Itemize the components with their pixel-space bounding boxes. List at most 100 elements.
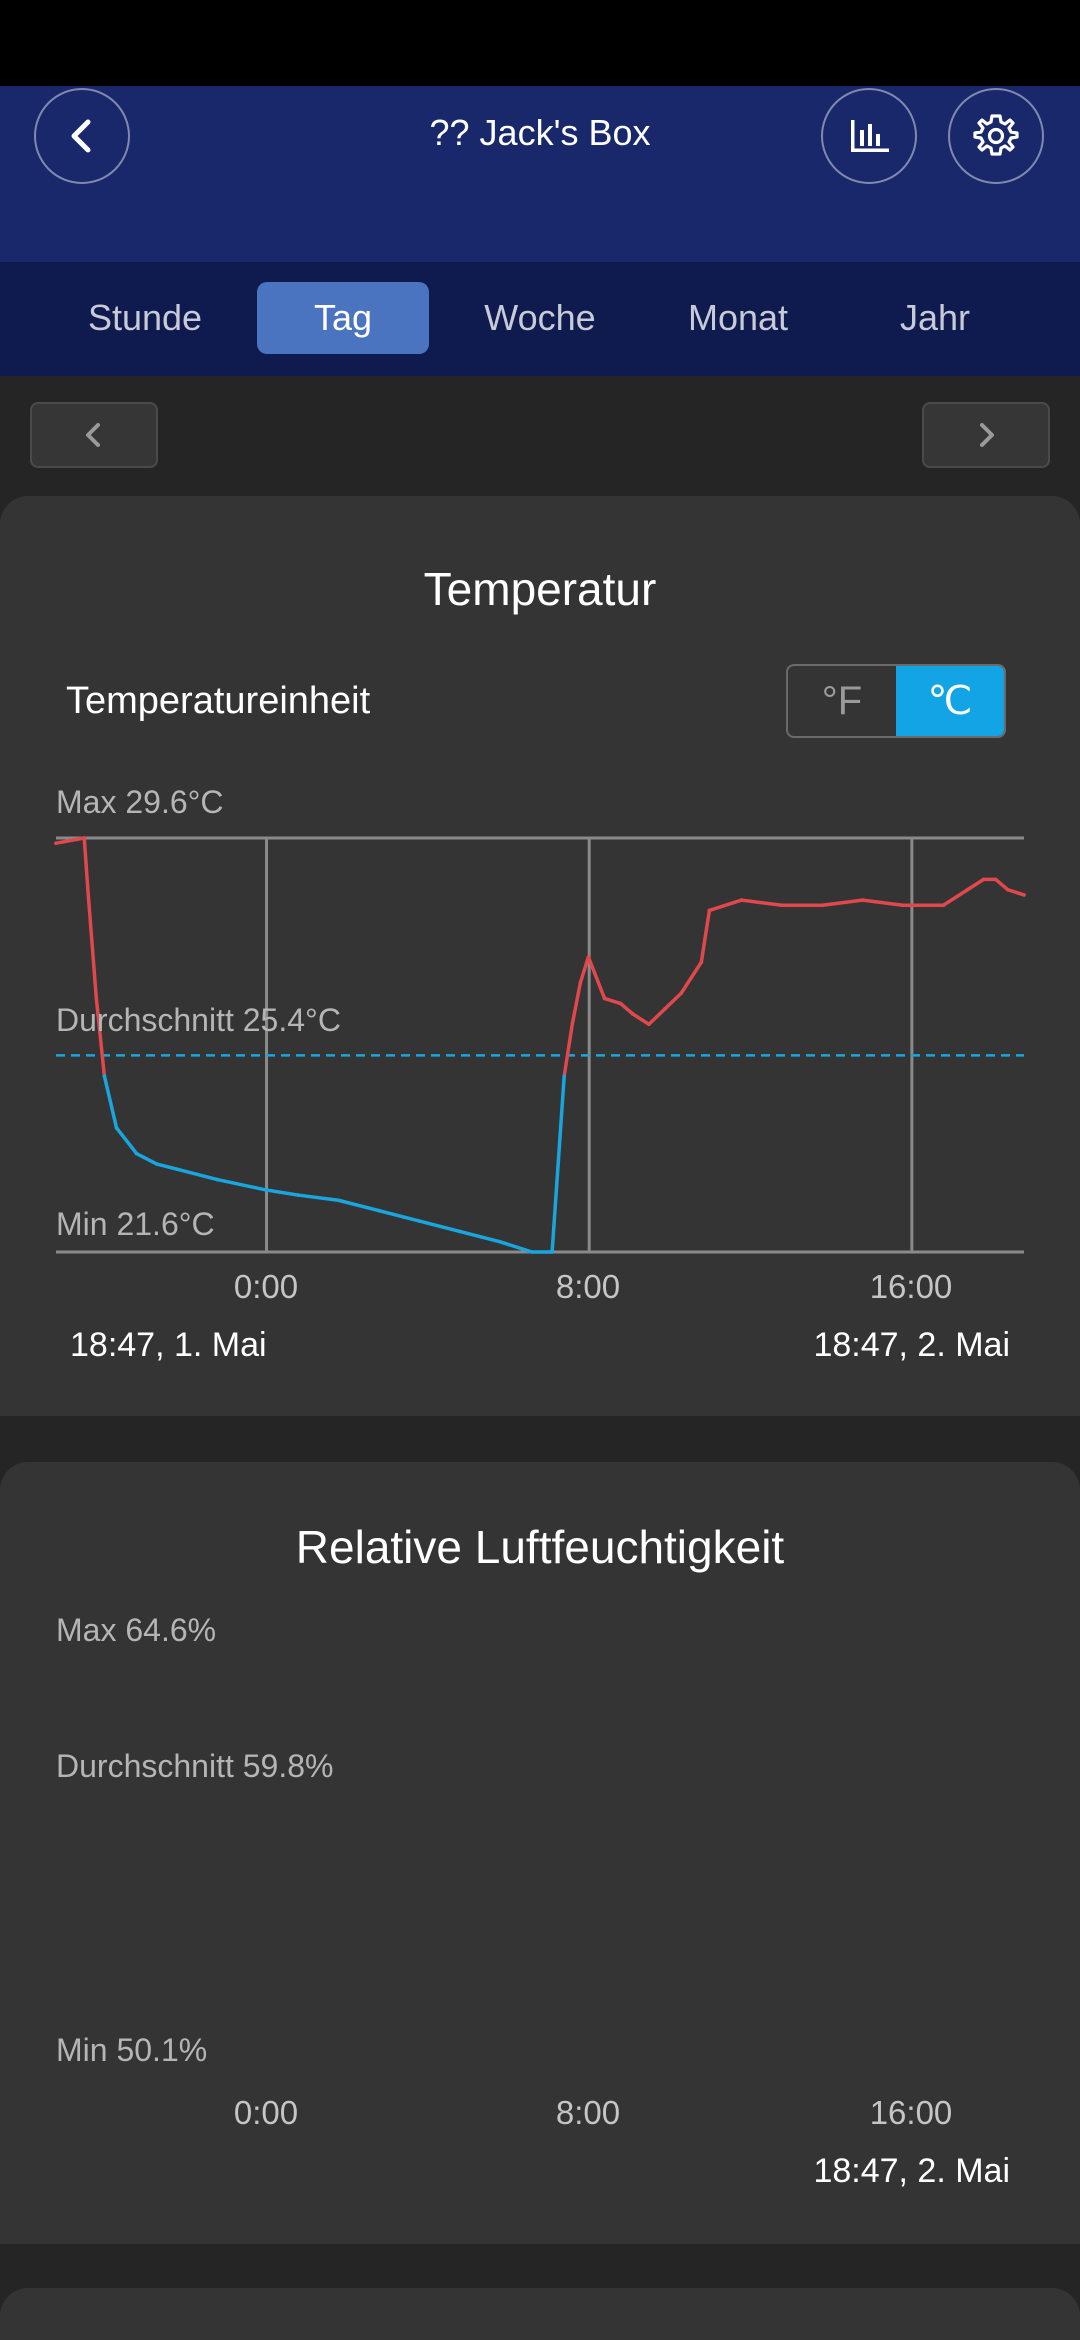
temperature-data-point (175, 1167, 179, 1171)
temperature-series-segment (550, 1074, 566, 1254)
temperature-data-point (739, 898, 744, 902)
period-tabs (0, 262, 1080, 376)
temperature-data-point (820, 903, 825, 908)
temperature-series-segment (586, 955, 607, 1001)
temperature-data-point (550, 1250, 554, 1254)
temperature-data-point (1022, 893, 1026, 897)
page-title: ?? Jack's Box (429, 112, 651, 153)
temperature-series-segment (114, 1126, 139, 1156)
temperature-title: Temperatur (423, 563, 657, 615)
temperature-data-point (562, 1074, 566, 1078)
humidity-title: Relative Luftfeuchtigkeit (295, 1521, 785, 1573)
temperature-end-date: 18:47, 2. Mai (813, 1326, 1010, 1364)
temperature-data-point (86, 893, 91, 897)
temperature-data-point (215, 1177, 220, 1182)
humidity-tick-label: 16:00 (869, 2094, 953, 2131)
temperature-tick-label: 8:00 (555, 1268, 621, 1305)
temperature-start-date: 18:47, 1. Mai (70, 1326, 267, 1364)
temperature-series-segment (102, 1074, 119, 1130)
temperature-series-segment (820, 898, 865, 908)
temperature-average-label: Durchschnitt 25.4°C (56, 1002, 341, 1038)
temperature-data-point (663, 1006, 667, 1011)
temperature-series-segment (175, 1167, 220, 1182)
temperature-series-segment (941, 888, 970, 908)
temperature-series-segment (647, 1007, 667, 1027)
temperature-data-point (497, 1239, 502, 1244)
next-period-button[interactable] (922, 402, 1050, 468)
temperature-series-segment (134, 1151, 159, 1166)
temperature-data-point (417, 1219, 421, 1223)
temperature-series-segment (497, 1239, 534, 1254)
humidity-tick-label: 0:00 (233, 2094, 299, 2131)
temperature-series-segment (663, 991, 683, 1011)
temperature-tick-label: 0:00 (233, 1268, 299, 1305)
temperature-data-point (155, 1162, 159, 1166)
tab-stunde[interactable]: Stunde (87, 297, 203, 338)
temperature-series-segment (562, 1022, 575, 1078)
chevron-left-icon (86, 423, 100, 447)
temperature-data-point (263, 1188, 268, 1192)
temperature-tick-label: 16:00 (869, 1268, 953, 1305)
unit-fahrenheit-option[interactable]: °F (821, 679, 863, 723)
temperature-series-segment (739, 898, 784, 908)
temperature-series-segment (994, 877, 1010, 892)
temperature-data-point (699, 960, 704, 964)
temperature-data-point (296, 1193, 300, 1197)
temperature-data-point (679, 991, 683, 996)
tab-woche[interactable]: Woche (484, 297, 596, 338)
temperature-series-segment (679, 960, 704, 995)
temperature-series-segment (417, 1219, 462, 1234)
temperature-data-point (114, 1126, 119, 1130)
temperature-series-segment (82, 836, 91, 897)
temperature-min-label: Min 21.6°C (56, 1206, 215, 1242)
temperature-data-point (82, 836, 87, 840)
previous-period-button[interactable] (30, 402, 158, 468)
temperature-unit-toggle: °F ℃ (786, 664, 1006, 738)
temperature-data-point (1006, 887, 1010, 892)
temperature-data-point (578, 981, 583, 985)
temperature-series-segment (699, 908, 712, 964)
temperature-series-segment (860, 898, 905, 908)
temperature-data-point (780, 903, 784, 908)
temperature-max-label: Max 29.6°C (56, 784, 224, 820)
status-bar (0, 0, 1080, 86)
temperature-data-point (336, 1198, 341, 1203)
unit-celsius-option[interactable]: ℃ (896, 666, 1004, 736)
temperature-data-point (570, 1022, 575, 1027)
temperature-series-segment (965, 877, 986, 892)
temperature-series-segment (296, 1193, 341, 1202)
humidity-min-label: Min 50.1% (56, 2032, 208, 2068)
temperature-data-point (630, 1012, 635, 1016)
tab-monat[interactable]: Monat (687, 297, 789, 338)
temperature-data-point (376, 1208, 381, 1213)
temperature-data-point (457, 1229, 462, 1234)
temperature-unit-label: Temperatureinheit (66, 680, 371, 722)
temperature-series-segment (215, 1177, 268, 1192)
humidity-card (0, 1462, 1080, 2244)
temperature-series-segment (336, 1198, 381, 1213)
humidity-average-label: Durchschnitt 59.8% (56, 1748, 334, 1784)
temperature-data-point (54, 841, 58, 845)
temperature-data-point (134, 1151, 139, 1156)
chevron-right-icon (980, 423, 994, 447)
settings-button[interactable] (948, 88, 1044, 184)
chevron-left-icon (71, 119, 91, 153)
temperature-data-point (981, 877, 986, 882)
back-button[interactable] (34, 88, 130, 184)
temperature-series-segment (457, 1229, 502, 1244)
statistics-button[interactable] (821, 88, 917, 184)
temperature-data-point (602, 996, 607, 1001)
temperature-series-segment (602, 996, 623, 1006)
tab-jahr[interactable]: Jahr (899, 297, 971, 338)
temperature-data-point (530, 1250, 534, 1254)
temperature-data-point (860, 898, 865, 902)
temperature-series-segment (54, 836, 86, 845)
temperature-data-point (941, 903, 946, 908)
temperature-series-segment (94, 996, 107, 1078)
temperature-card (0, 496, 1080, 1416)
temperature-data-point (965, 887, 970, 892)
humidity-end-date: 18:47, 2. Mai (813, 2152, 1010, 2190)
temperature-data-point (993, 877, 998, 882)
tab-tag[interactable]: Tag (257, 282, 429, 354)
temperature-series-segment (631, 1012, 651, 1027)
